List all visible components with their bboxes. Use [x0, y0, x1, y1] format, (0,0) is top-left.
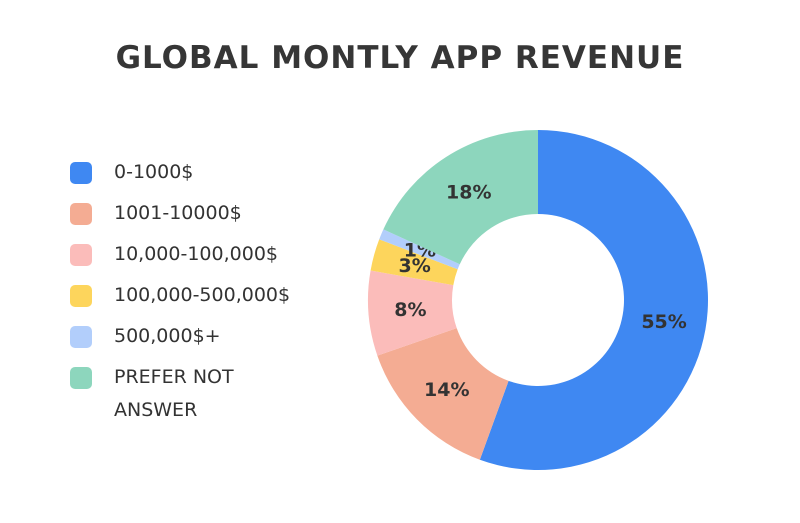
legend-swatch	[70, 244, 92, 266]
legend-item-100000-500000: 100,000-500,000$	[70, 283, 314, 312]
legend-item-0-1000: 0-1000$	[70, 160, 314, 189]
data-label-prefer-not-answer: 18%	[446, 181, 491, 203]
legend-swatch	[70, 203, 92, 225]
data-label-10000-100000: 8%	[394, 299, 426, 321]
legend-swatch	[70, 326, 92, 348]
legend-label: 100,000-500,000$	[114, 284, 291, 306]
data-label-1001-10000: 14%	[424, 379, 469, 401]
legend-label: 1001-10000$	[114, 202, 242, 224]
donut-slice-prefer-not-answer	[383, 130, 538, 265]
legend-swatch	[70, 162, 92, 184]
legend-label: 10,000-100,000$	[114, 243, 278, 265]
donut-slice-500000-plus	[379, 229, 460, 270]
data-label-0-1000: 55%	[641, 311, 686, 333]
donut-slice-1001-10000	[377, 328, 509, 460]
legend-label: 0-1000$	[114, 161, 194, 183]
legend: 0-1000$ 1001-10000$ 10,000-100,000$ 100,…	[70, 160, 314, 439]
legend-item-1001-10000: 1001-10000$	[70, 201, 314, 230]
legend-label: 500,000$+	[114, 325, 221, 347]
legend-swatch	[70, 285, 92, 307]
donut-slice-0-1000	[479, 130, 708, 470]
donut-slice-10000-100000	[367, 270, 457, 356]
data-label-100000-500000: 3%	[398, 255, 430, 277]
legend-item-10000-100000: 10,000-100,000$	[70, 242, 314, 271]
legend-item-prefer-not-answer: PREFER NOT ANSWER	[70, 365, 314, 427]
donut-slice-100000-500000	[370, 239, 458, 286]
legend-label: PREFER NOT ANSWER	[114, 366, 234, 421]
legend-swatch	[70, 367, 92, 389]
legend-item-500000-plus: 500,000$+	[70, 324, 314, 353]
chart-title: GLOBAL MONTLY APP REVENUE	[115, 40, 685, 76]
